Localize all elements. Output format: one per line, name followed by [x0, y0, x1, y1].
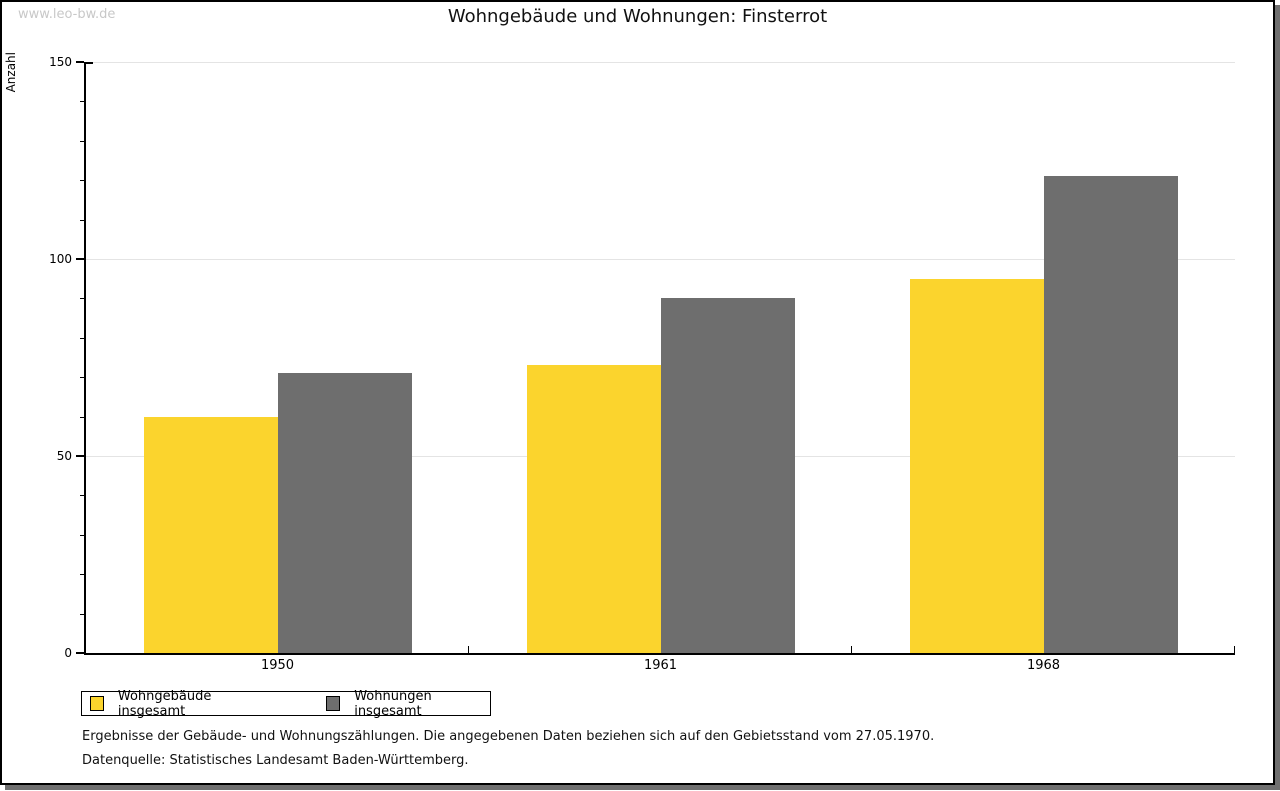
bar-1961-wohnungen: [661, 298, 795, 653]
y-tick-0: [76, 652, 84, 654]
y-minor-tick: [80, 101, 84, 103]
y-minor-tick: [80, 534, 84, 536]
y-minor-tick: [80, 140, 84, 142]
y-minor-tick: [80, 377, 84, 379]
x-boundary-tick: [851, 646, 852, 653]
x-boundary-tick: [1234, 646, 1235, 653]
y-tick-label-100: 100: [49, 252, 72, 266]
x-category-label-1968: 1968: [1026, 658, 1061, 673]
y-minor-tick: [80, 613, 84, 615]
y-tick-label-150: 150: [49, 55, 72, 69]
bar-1968-wohnungen: [1044, 176, 1178, 653]
x-boundary-tick: [468, 646, 469, 653]
footnote-line1: Ergebnisse der Gebäude- und Wohnungszähl…: [82, 729, 935, 744]
legend: Wohngebäude insgesamt Wohnungen insgesam…: [81, 689, 491, 719]
y-minor-tick: [80, 337, 84, 339]
bar-1961-wohngebaeude: [527, 365, 661, 653]
y-axis-top-cap: [86, 62, 93, 64]
x-category-label-1950: 1950: [260, 658, 295, 673]
watermark: www.leo-bw.de: [18, 7, 116, 22]
bar-1950-wohnungen: [278, 373, 412, 653]
y-minor-tick: [80, 495, 84, 497]
y-minor-tick: [80, 180, 84, 182]
bar-1950-wohngebaeude: [144, 417, 278, 653]
legend-item-wohngebaeude: Wohngebäude insgesamt: [90, 689, 268, 719]
y-tick-100: [76, 258, 84, 260]
y-tick-label-0: 0: [64, 646, 72, 660]
legend-swatch-yellow: [90, 696, 104, 711]
y-minor-tick: [80, 416, 84, 418]
plot-area: 0 50 100 150 1950 1961 1968: [49, 55, 1235, 673]
legend-swatch-gray: [326, 696, 341, 711]
y-minor-tick: [80, 574, 84, 576]
y-tick-label-50: 50: [56, 449, 72, 463]
legend-label: Wohnungen insgesamt: [354, 688, 432, 719]
x-category-label-1961: 1961: [643, 658, 678, 673]
y-tick-50: [76, 455, 84, 457]
bar-1968-wohngebaeude: [910, 279, 1044, 653]
legend-item-wohnungen: Wohnungen insgesamt: [326, 689, 490, 719]
y-tick-150: [76, 61, 84, 63]
footnote-line2: Datenquelle: Statistisches Landesamt Bad…: [82, 753, 469, 768]
gridline-100: [86, 259, 1235, 260]
gridline-150: [86, 62, 1235, 63]
y-axis-title: Anzahl: [4, 52, 18, 93]
y-minor-tick: [80, 298, 84, 300]
chart-title: Wohngebäude und Wohnungen: Finsterrot: [447, 6, 828, 27]
y-minor-tick: [80, 219, 84, 221]
legend-label: Wohngebäude insgesamt: [117, 688, 212, 719]
